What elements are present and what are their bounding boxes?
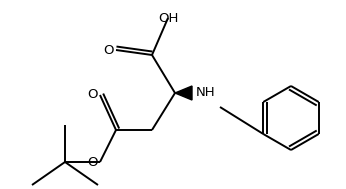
Text: OH: OH	[158, 12, 178, 25]
Polygon shape	[175, 86, 192, 100]
Text: O: O	[87, 88, 97, 101]
Text: NH: NH	[196, 87, 216, 99]
Text: O: O	[87, 156, 97, 169]
Text: O: O	[103, 43, 113, 57]
